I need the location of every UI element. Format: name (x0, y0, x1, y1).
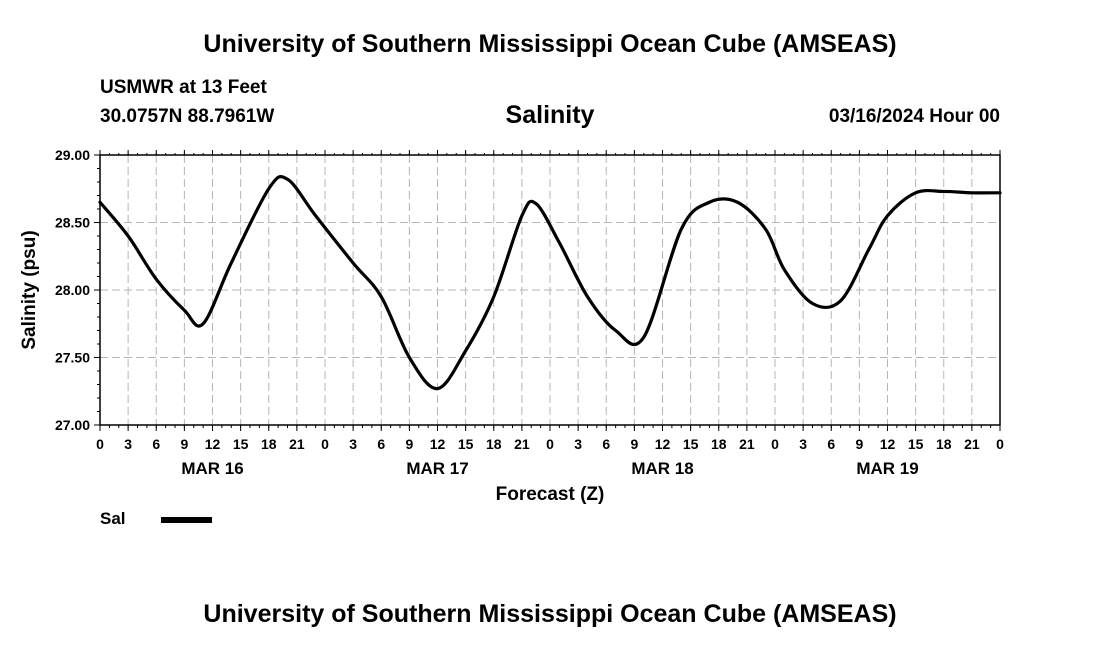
x-tick-label: 9 (855, 436, 863, 452)
x-tick-label: 12 (655, 436, 671, 452)
x-tick-label: 6 (827, 436, 835, 452)
x-day-label: MAR 19 (856, 459, 918, 478)
y-tick-label: 29.00 (55, 147, 90, 163)
y-tick-label: 27.00 (55, 417, 90, 433)
x-tick-label: 12 (205, 436, 221, 452)
x-tick-label: 9 (405, 436, 413, 452)
x-tick-label: 15 (683, 436, 699, 452)
y-tick-label: 28.00 (55, 282, 90, 298)
x-tick-label: 3 (124, 436, 132, 452)
x-tick-label: 0 (771, 436, 779, 452)
station-label: USMWR at 13 Feet (100, 77, 267, 98)
x-tick-label: 18 (711, 436, 727, 452)
y-tick-label: 28.50 (55, 215, 90, 231)
legend-label: Sal (100, 509, 126, 528)
x-tick-label: 3 (574, 436, 582, 452)
x-tick-label: 21 (964, 436, 980, 452)
forecast-date: 03/16/2024 Hour 00 (828, 106, 1000, 127)
x-tick-label: 9 (180, 436, 188, 452)
plot-frame (99, 154, 1001, 426)
page-title: University of Southern Mississippi Ocean… (203, 30, 897, 58)
y-axis-label: Salinity (psu) (19, 230, 40, 349)
x-tick-label: 0 (96, 436, 104, 452)
x-tick-label: 18 (486, 436, 502, 452)
series-line-sal (98, 175, 1002, 391)
x-tick-label: 3 (349, 436, 357, 452)
x-tick-label: 21 (289, 436, 305, 452)
x-day-label: MAR 16 (181, 459, 243, 478)
x-tick-label: 6 (152, 436, 160, 452)
x-tick-label: 21 (514, 436, 530, 452)
legend-swatch (161, 517, 212, 523)
x-tick-label: 15 (458, 436, 474, 452)
y-tick-label: 27.50 (55, 350, 90, 366)
x-axis-label: Forecast (Z) (496, 484, 605, 505)
x-tick-label: 15 (908, 436, 924, 452)
x-tick-label: 0 (996, 436, 1004, 452)
x-tick-label: 18 (936, 436, 952, 452)
x-tick-label: 12 (430, 436, 446, 452)
x-tick-label: 15 (233, 436, 249, 452)
x-tick-label: 0 (546, 436, 554, 452)
x-tick-label: 3 (799, 436, 807, 452)
station-coordinates: 30.0757N 88.7961W (100, 106, 275, 127)
x-tick-label: 12 (880, 436, 896, 452)
x-day-label: MAR 18 (631, 459, 693, 478)
x-tick-label: 9 (630, 436, 638, 452)
x-day-label: MAR 17 (406, 459, 468, 478)
x-tick-label: 6 (602, 436, 610, 452)
footer-title: University of Southern Mississippi Ocean… (203, 600, 897, 628)
x-tick-label: 18 (261, 436, 277, 452)
x-tick-label: 0 (321, 436, 329, 452)
chart-title: Salinity (505, 101, 595, 129)
x-tick-label: 6 (377, 436, 385, 452)
x-tick-label: 21 (739, 436, 755, 452)
